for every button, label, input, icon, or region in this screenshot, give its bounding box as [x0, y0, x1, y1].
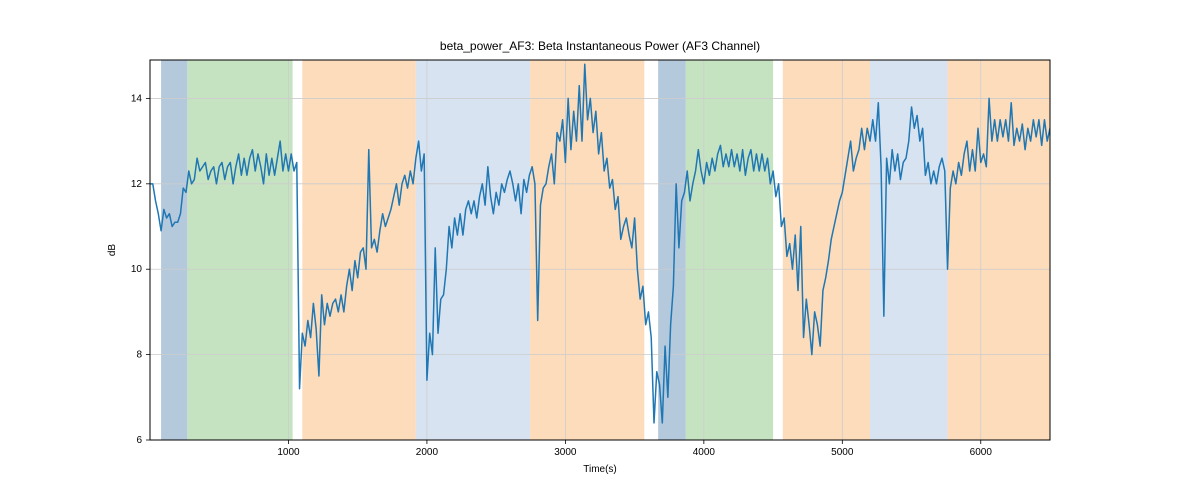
x-axis-label: Time(s) [583, 464, 617, 475]
x-tick-label: 5000 [831, 447, 854, 458]
y-axis: 6 8 10 12 14 [131, 93, 150, 446]
span-overlay [416, 60, 530, 440]
chart-title: beta_power_AF3: Beta Instantaneous Power… [440, 39, 760, 53]
y-tick-label: 12 [131, 179, 143, 190]
x-tick-label: 4000 [693, 447, 716, 458]
y-tick-label: 10 [131, 264, 143, 275]
y-tick-label: 14 [131, 93, 143, 104]
x-tick-label: 6000 [970, 447, 993, 458]
span-overlay [686, 60, 773, 440]
chart-svg: 1000 2000 3000 4000 5000 6000 6 8 10 12 14 beta_p… [0, 0, 1200, 500]
span-overlay [948, 60, 1050, 440]
x-tick-label: 2000 [416, 447, 439, 458]
y-tick-label: 8 [136, 350, 142, 361]
x-tick-label: 1000 [277, 447, 300, 458]
span-overlay [161, 60, 187, 440]
chart-container: 1000 2000 3000 4000 5000 6000 6 8 10 12 14 beta_p… [0, 0, 1200, 500]
span-overlay [658, 60, 686, 440]
y-axis-label: dB [107, 244, 118, 257]
span-overlay [870, 60, 948, 440]
x-tick-label: 3000 [554, 447, 577, 458]
span-overlay [302, 60, 416, 440]
span-overlay [187, 60, 292, 440]
x-axis: 1000 2000 3000 4000 5000 6000 [277, 440, 992, 458]
y-tick-label: 6 [136, 435, 142, 446]
